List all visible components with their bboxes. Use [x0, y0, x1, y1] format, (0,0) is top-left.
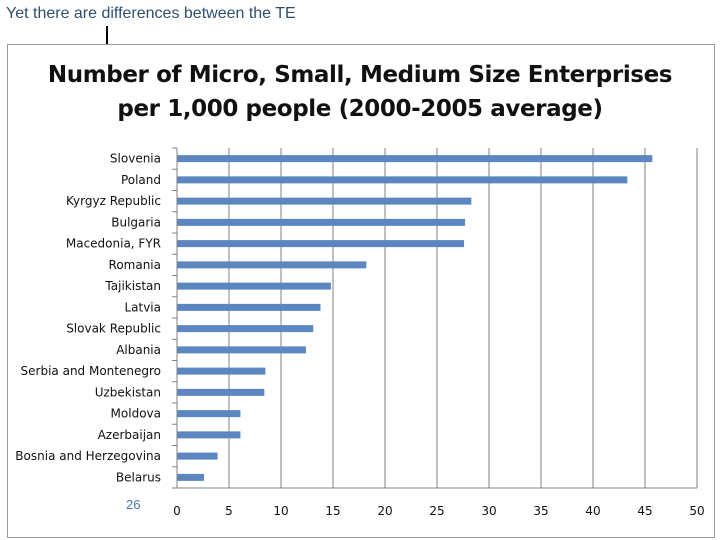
- category-label: Belarus: [116, 470, 161, 484]
- category-label: Tajikistan: [104, 279, 161, 293]
- category-label: Bulgaria: [111, 215, 161, 229]
- bar: [177, 176, 628, 184]
- category-label: Azerbaijan: [98, 428, 161, 442]
- category-label: Bosnia and Herzegovina: [15, 449, 161, 463]
- x-tick-label: 50: [689, 504, 704, 518]
- x-tick-label: 5: [225, 504, 233, 518]
- x-tick-label: 35: [533, 504, 548, 518]
- category-label: Kyrgyz Republic: [66, 194, 161, 208]
- category-label: Albania: [116, 343, 161, 357]
- bar: [177, 325, 314, 333]
- bar: [177, 303, 321, 311]
- category-label: Poland: [121, 173, 161, 187]
- x-tick-label: 0: [173, 504, 181, 518]
- category-label: Moldova: [111, 407, 161, 421]
- bar: [177, 240, 465, 248]
- title-underline-tick: [106, 26, 108, 44]
- bar: [177, 388, 265, 396]
- category-label: Slovak Republic: [66, 322, 161, 336]
- chart-title-line-1: Number of Micro, Small, Medium Size Ente…: [47, 62, 673, 88]
- bar: [177, 197, 472, 205]
- bar: [177, 155, 653, 163]
- bar: [177, 346, 306, 354]
- bar: [177, 261, 367, 269]
- category-label: Macedonia, FYR: [66, 237, 161, 251]
- category-label: Latvia: [124, 300, 161, 314]
- x-tick-label: 40: [585, 504, 600, 518]
- chart-frame: [7, 44, 715, 538]
- bar: [177, 452, 218, 460]
- chart-title-line-2: per 1,000 people (2000-2005 average): [117, 96, 603, 122]
- x-tick-label: 45: [637, 504, 652, 518]
- x-tick-label: 10: [273, 504, 288, 518]
- bar: [177, 473, 205, 481]
- category-label: Uzbekistan: [95, 385, 161, 399]
- bar: [177, 431, 241, 439]
- category-label: Slovenia: [110, 152, 161, 166]
- x-tick-label: 30: [481, 504, 496, 518]
- slide-title: Yet there are differences between the TE: [6, 5, 296, 22]
- page-number: 26: [126, 497, 141, 512]
- category-label: Serbia and Montenegro: [21, 364, 161, 378]
- x-tick-label: 15: [325, 504, 340, 518]
- bar: [177, 282, 331, 290]
- category-label: Romania: [109, 258, 161, 272]
- bar: [177, 218, 466, 226]
- bar: [177, 410, 241, 418]
- bar: [177, 367, 266, 375]
- x-tick-label: 25: [429, 504, 444, 518]
- x-tick-label: 20: [377, 504, 392, 518]
